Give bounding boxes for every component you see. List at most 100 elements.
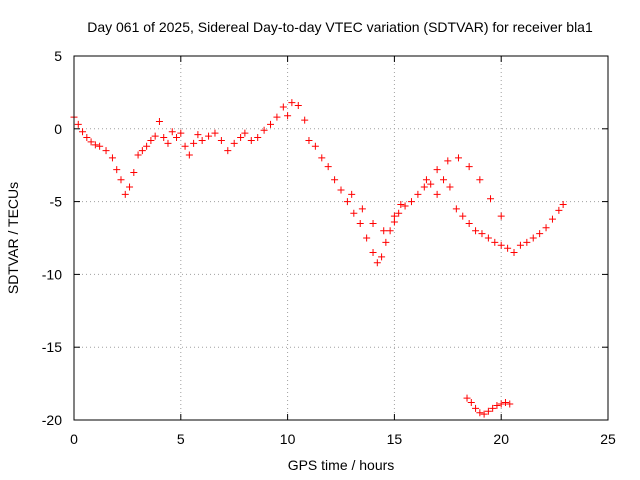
data-point (510, 249, 518, 257)
data-point (155, 118, 163, 126)
data-point (91, 141, 99, 149)
x-axis-label: GPS time / hours (288, 457, 395, 473)
data-point (358, 205, 366, 213)
data-point (382, 238, 390, 246)
y-tick-label: -20 (42, 412, 62, 428)
data-point (529, 234, 537, 242)
data-point (420, 183, 428, 191)
data-point (401, 202, 409, 210)
data-point (465, 163, 473, 171)
y-tick-label: -10 (42, 266, 62, 282)
data-point (501, 399, 509, 407)
data-point (497, 400, 505, 408)
data-point (83, 134, 91, 142)
data-point (467, 399, 475, 407)
data-point (493, 401, 501, 409)
data-point (194, 131, 202, 139)
y-axis-label: SDTVAR / TECUs (5, 182, 21, 294)
data-point (487, 195, 495, 203)
data-point (96, 142, 104, 150)
data-point (369, 249, 377, 257)
axis-ticks (73, 55, 609, 421)
data-point (79, 128, 87, 136)
y-tick-label: -15 (42, 339, 62, 355)
data-point (427, 180, 435, 188)
data-point (126, 183, 134, 191)
data-point (160, 134, 168, 142)
data-point (523, 238, 531, 246)
data-point (433, 190, 441, 198)
data-point (108, 154, 116, 162)
data-point (74, 120, 82, 128)
data-point (489, 404, 497, 412)
data-point (378, 253, 386, 261)
data-point (476, 409, 484, 417)
data-point (536, 230, 544, 238)
data-point (480, 410, 488, 418)
grid (74, 56, 608, 420)
data-point (337, 186, 345, 194)
plot-frame (73, 55, 609, 421)
data-point (478, 230, 486, 238)
data-point (294, 102, 302, 110)
data-point (397, 201, 405, 209)
data-point (267, 120, 275, 128)
data-point (130, 168, 138, 176)
data-point (121, 190, 129, 198)
x-tick-label: 15 (387, 431, 403, 447)
data-point (305, 136, 313, 144)
x-tick-label: 0 (70, 431, 78, 447)
data-point (331, 176, 339, 184)
data-point (151, 132, 159, 140)
data-point (301, 116, 309, 124)
data-point (254, 134, 262, 142)
data-point (463, 394, 471, 402)
data-point (247, 136, 255, 144)
data-point (407, 198, 415, 206)
data-point (343, 198, 351, 206)
data-point (348, 190, 356, 198)
data-point (444, 157, 452, 165)
data-point (102, 147, 110, 155)
data-point (555, 206, 563, 214)
data-point (173, 134, 181, 142)
data-point (273, 113, 281, 121)
data-point (217, 136, 225, 144)
data-point (516, 241, 524, 249)
data-point (395, 209, 403, 217)
data-point (147, 136, 155, 144)
data-point (241, 129, 249, 137)
data-point (356, 219, 364, 227)
y-tick-label: 0 (54, 121, 62, 137)
data-point (504, 244, 512, 252)
x-tick-label: 10 (280, 431, 296, 447)
data-point (542, 224, 550, 232)
data-point (237, 134, 245, 142)
data-point (324, 163, 332, 171)
series-sdtvar (70, 99, 567, 267)
data-point (491, 238, 499, 246)
data-point (373, 259, 381, 267)
data-point (284, 112, 292, 120)
data-point (318, 154, 326, 162)
data-point (211, 129, 219, 137)
data-point (134, 151, 142, 159)
data-point (224, 147, 232, 155)
data-point (205, 132, 213, 140)
data-point (422, 176, 430, 184)
chart-title: Day 061 of 2025, Sidereal Day-to-day VTE… (87, 19, 593, 35)
data-point (230, 139, 238, 147)
data-point (350, 209, 358, 217)
data-point (465, 219, 473, 227)
data-point (472, 227, 480, 235)
data-point (386, 227, 394, 235)
data-point (288, 99, 296, 107)
data-point (548, 215, 556, 223)
data-point (87, 138, 95, 146)
data-point (476, 176, 484, 184)
data-point (279, 103, 287, 111)
series-sdtvar-upper-branch- (348, 154, 505, 235)
data-point (446, 183, 454, 191)
data-point (380, 227, 388, 235)
